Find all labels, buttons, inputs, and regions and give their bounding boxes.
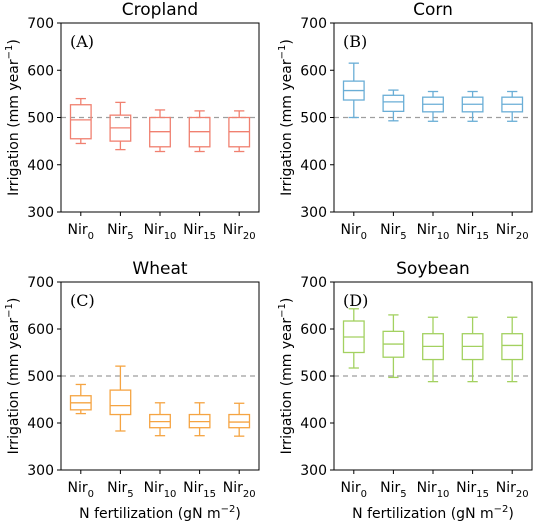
box-1	[109, 101, 132, 151]
panel-label: (A)	[70, 32, 94, 51]
y-tick-label: 700	[27, 275, 54, 291]
box-0	[342, 62, 365, 119]
box-body	[109, 389, 132, 416]
panel-title: Corn	[413, 0, 453, 20]
x-tick-label: Nir0	[341, 480, 368, 500]
x-tick-label: Nir20	[496, 222, 529, 242]
box-1	[382, 314, 405, 379]
y-axis-label: Irrigation (mm year−1)	[277, 39, 295, 196]
panel-corn: Corn 300 400 500 600 700 Irrigation (mm year−1…	[277, 0, 533, 242]
y-tick-label: 400	[27, 416, 54, 432]
box-3	[188, 110, 211, 153]
x-tick-label: Nir10	[144, 222, 177, 242]
y-axis-label: Irrigation (mm year−1)	[4, 39, 22, 196]
box-3	[461, 316, 484, 383]
y-tick-label: 300	[27, 463, 54, 479]
box-2	[149, 109, 171, 153]
y-tick-label: 300	[300, 463, 327, 479]
x-tick-label: Nir5	[107, 480, 133, 500]
box-4	[501, 90, 524, 122]
y-tick-label: 300	[300, 205, 327, 221]
x-tick-label: Nir5	[380, 222, 407, 242]
y-tick-label: 600	[300, 322, 327, 338]
x-tick-label: Nir0	[68, 222, 95, 242]
y-axis-label: Irrigation (mm year−1)	[4, 298, 22, 455]
x-axis-label: N fertilization (gN m−2)	[79, 504, 241, 522]
panel-title: Wheat	[132, 259, 187, 279]
y-tick-label: 400	[300, 416, 327, 432]
x-axis-label: N fertilization (gN m−2)	[352, 504, 514, 522]
x-tick-label: Nir20	[496, 480, 529, 500]
panel-wheat: Wheat 300 400 500 600 700 Irrigation (mm year−…	[4, 259, 260, 522]
x-tick-label: Nir5	[380, 480, 407, 500]
x-tick-label: Nir15	[183, 222, 216, 242]
x-tick-label: Nir20	[223, 222, 256, 242]
y-tick-label: 600	[27, 63, 54, 79]
box-3	[461, 90, 484, 122]
y-tick-label: 700	[300, 275, 327, 291]
y-tick-label: 700	[27, 16, 54, 32]
x-tick-label: Nir5	[107, 222, 133, 242]
box-body	[501, 333, 524, 361]
y-tick-label: 500	[300, 369, 327, 385]
y-tick-label: 700	[300, 16, 327, 32]
x-tick-label: Nir15	[183, 480, 216, 500]
y-tick-label: 600	[27, 322, 54, 338]
box-1	[382, 89, 405, 122]
box-0	[69, 97, 92, 145]
y-axis-label: Irrigation (mm year−1)	[277, 298, 295, 455]
y-tick-label: 300	[27, 205, 54, 221]
panel-label: (C)	[70, 291, 95, 310]
panel-soybean: Soybean 300 400 500 600 700 Irrigation (mm yea…	[277, 259, 533, 522]
box-0	[69, 383, 92, 415]
x-tick-label: Nir15	[456, 480, 489, 500]
x-tick-label: Nir0	[341, 222, 368, 242]
box-0	[342, 308, 365, 369]
y-tick-label: 500	[27, 111, 54, 127]
box-2	[422, 316, 444, 383]
x-tick-label: Nir10	[144, 480, 177, 500]
panel-label: (D)	[343, 291, 368, 310]
y-tick-label: 400	[27, 158, 54, 174]
x-tick-label: Nir15	[456, 222, 489, 242]
box-4	[228, 402, 251, 437]
box-4	[501, 316, 524, 383]
box-2	[149, 402, 171, 437]
panel-title: Cropland	[122, 0, 198, 20]
y-tick-label: 500	[27, 369, 54, 385]
x-tick-label: Nir20	[223, 480, 256, 500]
panel-cropland: Cropland 300 400 500 600 700 Irrigation (mm ye…	[4, 0, 260, 242]
x-tick-label: Nir10	[417, 480, 450, 500]
box-4	[228, 110, 251, 153]
box-body	[69, 104, 92, 140]
y-tick-label: 600	[300, 63, 327, 79]
box-3	[188, 402, 211, 437]
y-tick-label: 400	[300, 158, 327, 174]
box-body	[228, 413, 251, 429]
x-tick-label: Nir10	[417, 222, 450, 242]
panel-label: (B)	[343, 32, 367, 51]
box-2	[422, 90, 444, 122]
box-1	[109, 365, 132, 432]
box-body	[382, 94, 405, 113]
y-tick-label: 500	[300, 111, 327, 127]
panel-title: Soybean	[396, 259, 470, 279]
x-tick-label: Nir0	[68, 480, 95, 500]
